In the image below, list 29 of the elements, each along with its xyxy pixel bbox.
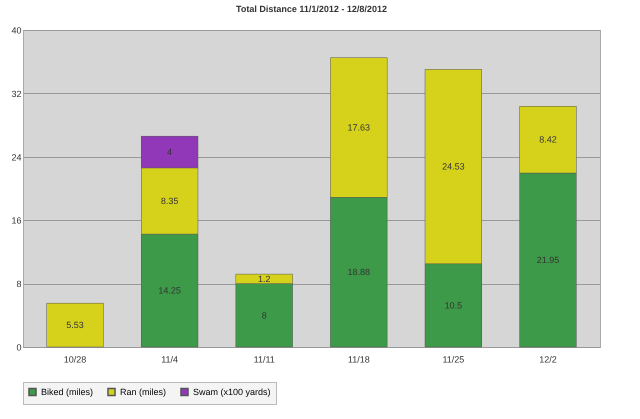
legend-label: Ran (miles)	[120, 386, 166, 397]
y-tick-label: 8	[16, 279, 22, 290]
chart-title: Total Distance 11/1/2012 - 12/8/2012	[236, 4, 387, 14]
data-label: 21.95	[536, 255, 560, 266]
y-tick-label: 0	[16, 342, 22, 352]
data-label: 1.2	[258, 274, 270, 284]
data-label: 5.53	[66, 320, 84, 330]
x-tick-label: 10/28	[64, 354, 86, 364]
data-label: 24.53	[442, 162, 465, 172]
data-label: 8.42	[539, 134, 557, 145]
data-label: 10.5	[444, 300, 462, 310]
x-tick-label: 12/2	[539, 354, 557, 364]
bar	[46, 302, 104, 348]
data-label: 8	[262, 310, 267, 320]
data-label: 14.25	[158, 286, 181, 296]
y-tick-label: 24	[11, 152, 22, 162]
y-tick-label: 32	[11, 88, 22, 99]
x-tick-label: 11/18	[348, 354, 370, 364]
data-label: 18.88	[348, 267, 370, 278]
y-tick-label: 40	[11, 26, 22, 36]
legend-label: Biked (miles)	[41, 386, 94, 397]
data-label: 4	[167, 147, 172, 158]
data-label: 17.63	[348, 122, 370, 133]
x-tick-label: 11/4	[161, 354, 178, 364]
data-label: 8.35	[160, 196, 178, 206]
x-tick-label: 11/11	[254, 354, 275, 364]
legend-label: Swam (x100 yards)	[193, 386, 271, 397]
x-tick-label: 11/25	[442, 354, 464, 364]
y-tick-label: 16	[11, 216, 22, 226]
